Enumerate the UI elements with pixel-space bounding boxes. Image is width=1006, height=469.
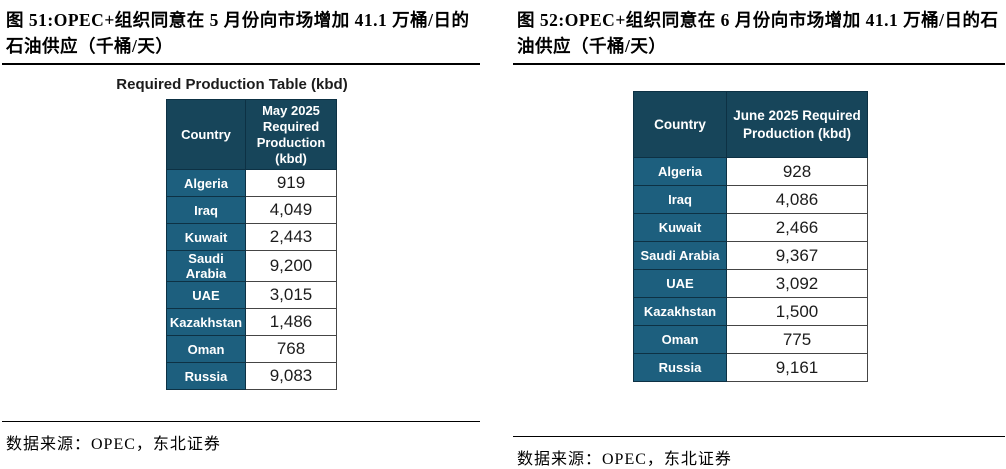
country-cell: Kazakhstan	[166, 308, 246, 336]
value-cell: 9,083	[245, 362, 337, 390]
source-rule	[513, 436, 1005, 437]
country-cell: Oman	[633, 325, 727, 354]
value-cell: 9,367	[726, 241, 868, 270]
table-title: Required Production Table (kbd)	[116, 76, 348, 93]
table-row: Iraq 4,086	[633, 185, 868, 214]
value-cell: 2,466	[726, 213, 868, 242]
value-cell: 3,092	[726, 269, 868, 298]
table-row: Kuwait 2,443	[166, 223, 337, 251]
value-cell: 1,500	[726, 297, 868, 326]
country-cell: Kuwait	[166, 223, 246, 251]
figure-51: 图 51:OPEC+组织同意在 5 月份向市场增加 41.1 万桶/日的石油供应…	[2, 0, 480, 454]
value-cell: 919	[245, 169, 337, 197]
caption-rule	[513, 63, 1005, 65]
table-row: Oman 768	[166, 335, 337, 363]
data-source: 数据来源：OPEC，东北证券	[6, 436, 221, 453]
table-row: Russia 9,161	[633, 353, 868, 382]
figure-body: Required Production Table (kbd) Country …	[2, 76, 480, 421]
table-row: Algeria 919	[166, 169, 337, 197]
country-cell: Algeria	[166, 169, 246, 197]
figure-52: 图 52:OPEC+组织同意在 6 月份向市场增加 41.1 万桶/日的石油供应…	[513, 0, 1005, 469]
value-column-header: May 2025 Required Production (kbd)	[245, 99, 337, 170]
value-cell: 4,049	[245, 196, 337, 224]
figure-caption: 图 51:OPEC+组织同意在 5 月份向市场增加 41.1 万桶/日的石油供应…	[6, 10, 470, 56]
figure-caption: 图 52:OPEC+组织同意在 6 月份向市场增加 41.1 万桶/日的石油供应…	[517, 10, 999, 56]
table-row: Saudi Arabia 9,200	[166, 250, 337, 282]
country-cell: Iraq	[633, 185, 727, 214]
value-cell: 9,161	[726, 353, 868, 382]
value-cell: 1,486	[245, 308, 337, 336]
value-cell: 9,200	[245, 250, 337, 282]
table-row: UAE 3,015	[166, 281, 337, 309]
country-cell: Russia	[633, 353, 727, 382]
country-cell: Kuwait	[633, 213, 727, 242]
value-cell: 928	[726, 157, 868, 186]
country-cell: Saudi Arabia	[633, 241, 727, 270]
figure-body: Country June 2025 Required Production (k…	[513, 91, 1005, 436]
june-production-table: Country June 2025 Required Production (k…	[633, 91, 868, 382]
country-cell: UAE	[166, 281, 246, 309]
value-cell: 4,086	[726, 185, 868, 214]
table-row: Oman 775	[633, 325, 868, 354]
table-row: Algeria 928	[633, 157, 868, 186]
table-header-row: Country June 2025 Required Production (k…	[633, 91, 868, 158]
value-cell: 3,015	[245, 281, 337, 309]
table-row: Kuwait 2,466	[633, 213, 868, 242]
source-rule	[2, 421, 480, 422]
table-row: UAE 3,092	[633, 269, 868, 298]
value-cell: 2,443	[245, 223, 337, 251]
table-row: Kazakhstan 1,486	[166, 308, 337, 336]
country-cell: Kazakhstan	[633, 297, 727, 326]
country-cell: Saudi Arabia	[166, 250, 246, 282]
country-cell: Russia	[166, 362, 246, 390]
table-row: Kazakhstan 1,500	[633, 297, 868, 326]
table-row: Iraq 4,049	[166, 196, 337, 224]
country-cell: Oman	[166, 335, 246, 363]
country-cell: UAE	[633, 269, 727, 298]
may-production-table: Country May 2025 Required Production (kb…	[166, 99, 337, 390]
country-cell: Iraq	[166, 196, 246, 224]
value-cell: 775	[726, 325, 868, 354]
value-cell: 768	[245, 335, 337, 363]
data-source: 数据来源：OPEC，东北证券	[517, 451, 732, 468]
country-column-header: Country	[166, 99, 246, 170]
value-column-header: June 2025 Required Production (kbd)	[726, 91, 868, 158]
caption-rule	[2, 63, 480, 65]
country-column-header: Country	[633, 91, 727, 158]
table-row: Saudi Arabia 9,367	[633, 241, 868, 270]
table-header-row: Country May 2025 Required Production (kb…	[166, 99, 337, 170]
country-cell: Algeria	[633, 157, 727, 186]
table-row: Russia 9,083	[166, 362, 337, 390]
